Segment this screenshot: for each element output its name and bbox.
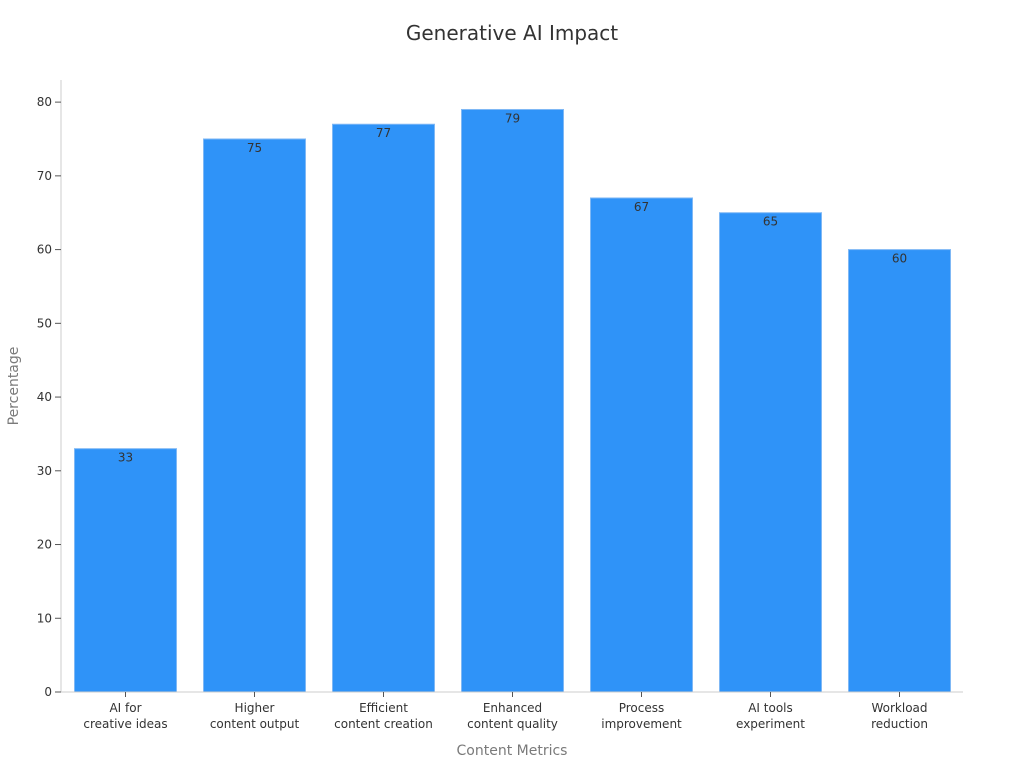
y-tick-label: 10 <box>37 611 52 625</box>
x-tick-label: Workload reduction <box>871 701 928 731</box>
y-tick-label: 40 <box>37 390 52 404</box>
chart-title: Generative AI Impact <box>406 21 618 45</box>
y-axis-ticks: 0 10 20 30 40 50 60 70 80 <box>37 95 61 699</box>
x-tick-label: Efficient content creation <box>334 701 433 731</box>
y-tick-label: 30 <box>37 464 52 478</box>
bar-value-label: 75 <box>247 141 262 155</box>
bar <box>203 138 306 693</box>
x-tick-label: Higher content output <box>210 701 300 731</box>
bar <box>332 123 435 693</box>
x-tick-label: AI for creative ideas <box>83 701 167 731</box>
bar <box>848 249 951 693</box>
x-tick-label: Process improvement <box>601 701 682 731</box>
bar <box>719 212 822 693</box>
y-tick-label: 60 <box>37 243 52 257</box>
value-labels-group: 33 75 77 79 67 65 60 <box>118 111 907 464</box>
bar-value-label: 67 <box>634 200 649 214</box>
x-tick-label: AI tools experiment <box>736 701 805 731</box>
bar <box>461 108 564 693</box>
bar-value-label: 33 <box>118 451 133 465</box>
y-tick-label: 70 <box>37 169 52 183</box>
y-tick-label: 20 <box>37 538 52 552</box>
x-axis-label: Content Metrics <box>457 743 568 759</box>
x-tick-label: Enhanced content quality <box>467 701 558 731</box>
y-tick-label: 50 <box>37 316 52 330</box>
x-axis-ticks: AI for creative ideas Higher content output… <box>83 692 928 731</box>
bars-group <box>74 108 951 693</box>
y-tick-label: 0 <box>44 685 52 699</box>
y-tick-label: 80 <box>37 95 52 109</box>
y-axis-label: Percentage <box>6 347 22 426</box>
bar <box>74 448 177 693</box>
bar-value-label: 79 <box>505 111 520 125</box>
bar-value-label: 77 <box>376 126 391 140</box>
bar <box>590 197 693 693</box>
bar-value-label: 60 <box>892 252 907 266</box>
bar-value-label: 65 <box>763 215 778 229</box>
